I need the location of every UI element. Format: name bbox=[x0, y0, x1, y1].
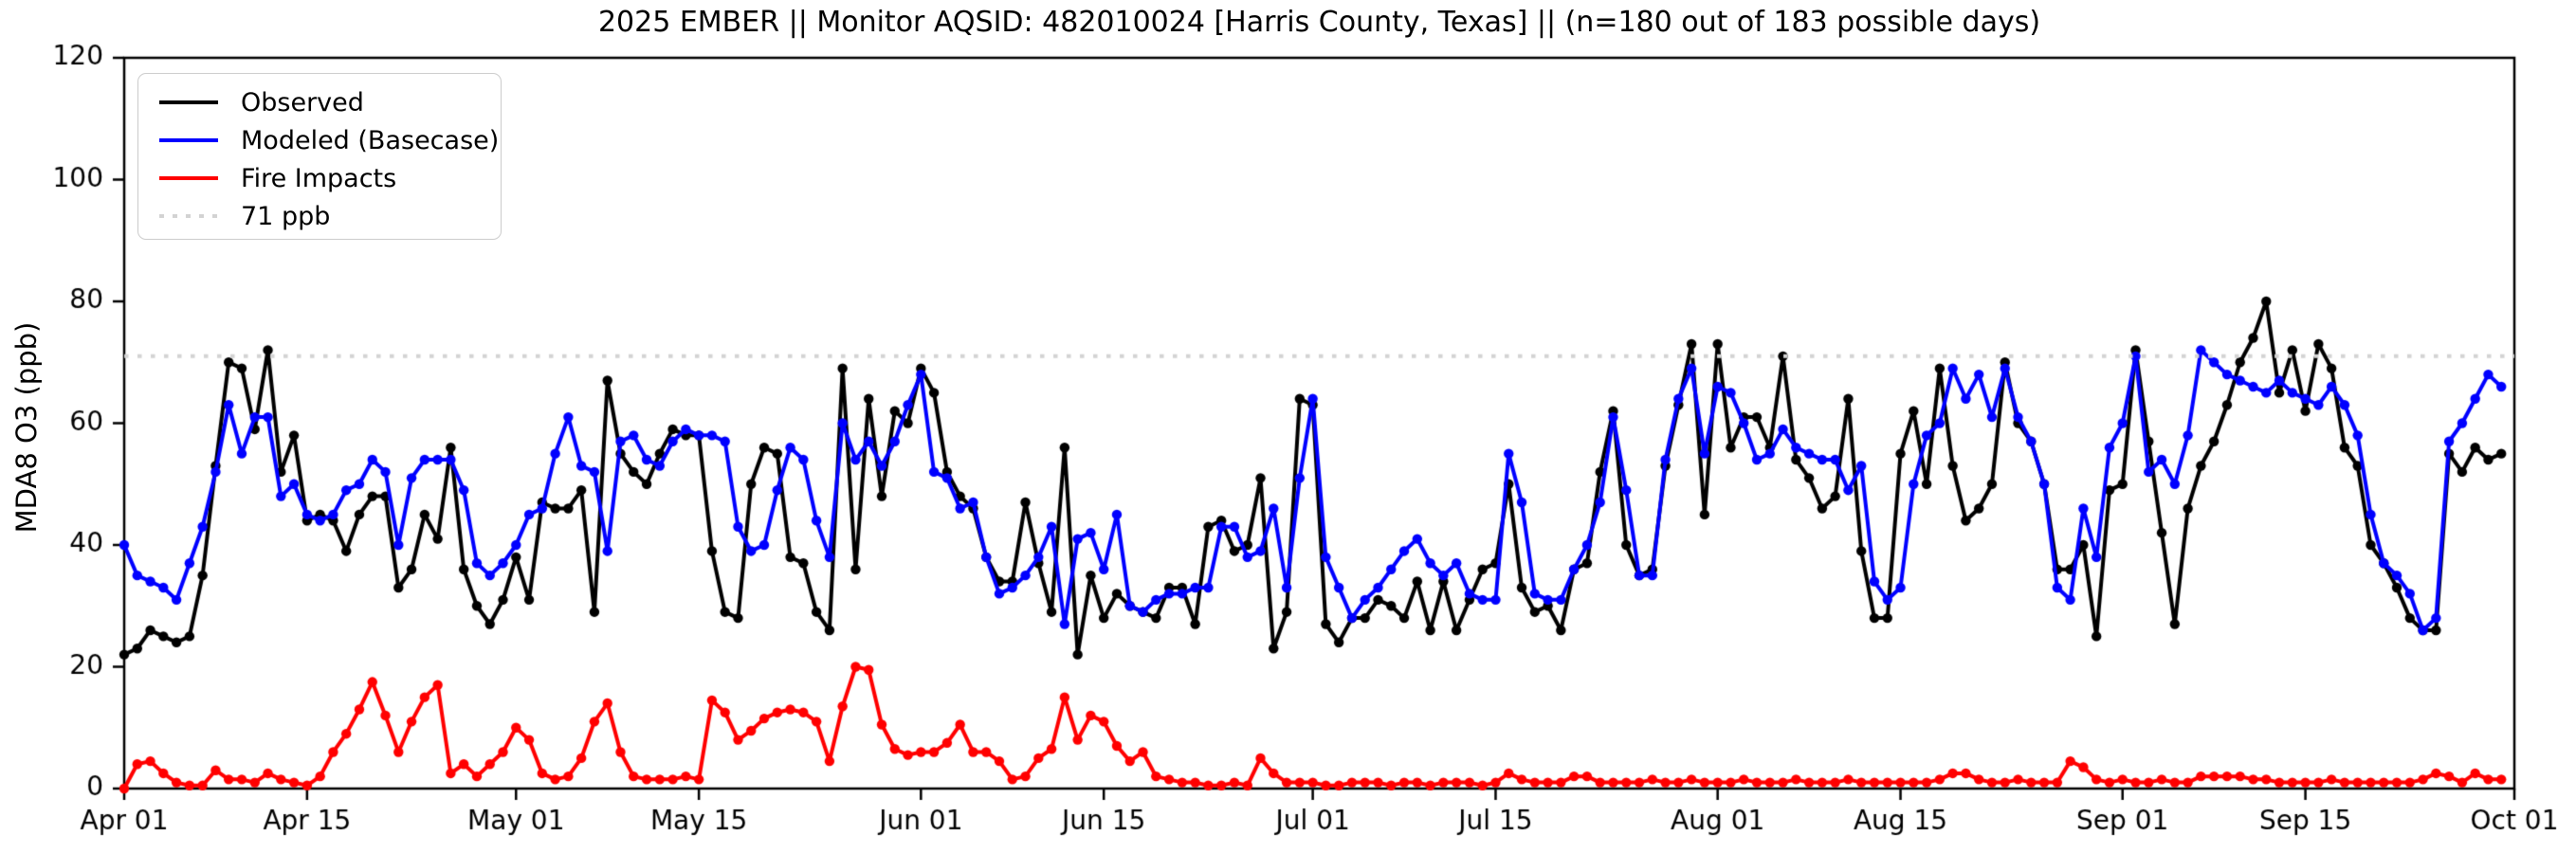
modeled-line-sample bbox=[159, 137, 218, 143]
legend-label: Fire Impacts bbox=[241, 163, 397, 193]
legend-label: Observed bbox=[241, 87, 364, 118]
legend-item-fire: Fire Impacts bbox=[138, 159, 501, 197]
legend-item-modeled: Modeled (Basecase) bbox=[138, 121, 501, 159]
threshold-line-sample bbox=[159, 214, 218, 218]
legend-label: 71 ppb bbox=[241, 201, 331, 231]
chart-title: 2025 EMBER || Monitor AQSID: 482010024 [… bbox=[597, 6, 2041, 39]
legend-box: Observed Modeled (Basecase) Fire Impacts… bbox=[137, 73, 502, 240]
observed-line-sample bbox=[159, 100, 218, 105]
legend-label: Modeled (Basecase) bbox=[241, 125, 500, 155]
y-axis-label: MDA8 O3 (ppb) bbox=[10, 321, 43, 534]
legend-item-threshold: 71 ppb bbox=[138, 197, 501, 235]
legend-item-observed: Observed bbox=[138, 83, 501, 121]
fire-line-sample bbox=[159, 175, 218, 181]
